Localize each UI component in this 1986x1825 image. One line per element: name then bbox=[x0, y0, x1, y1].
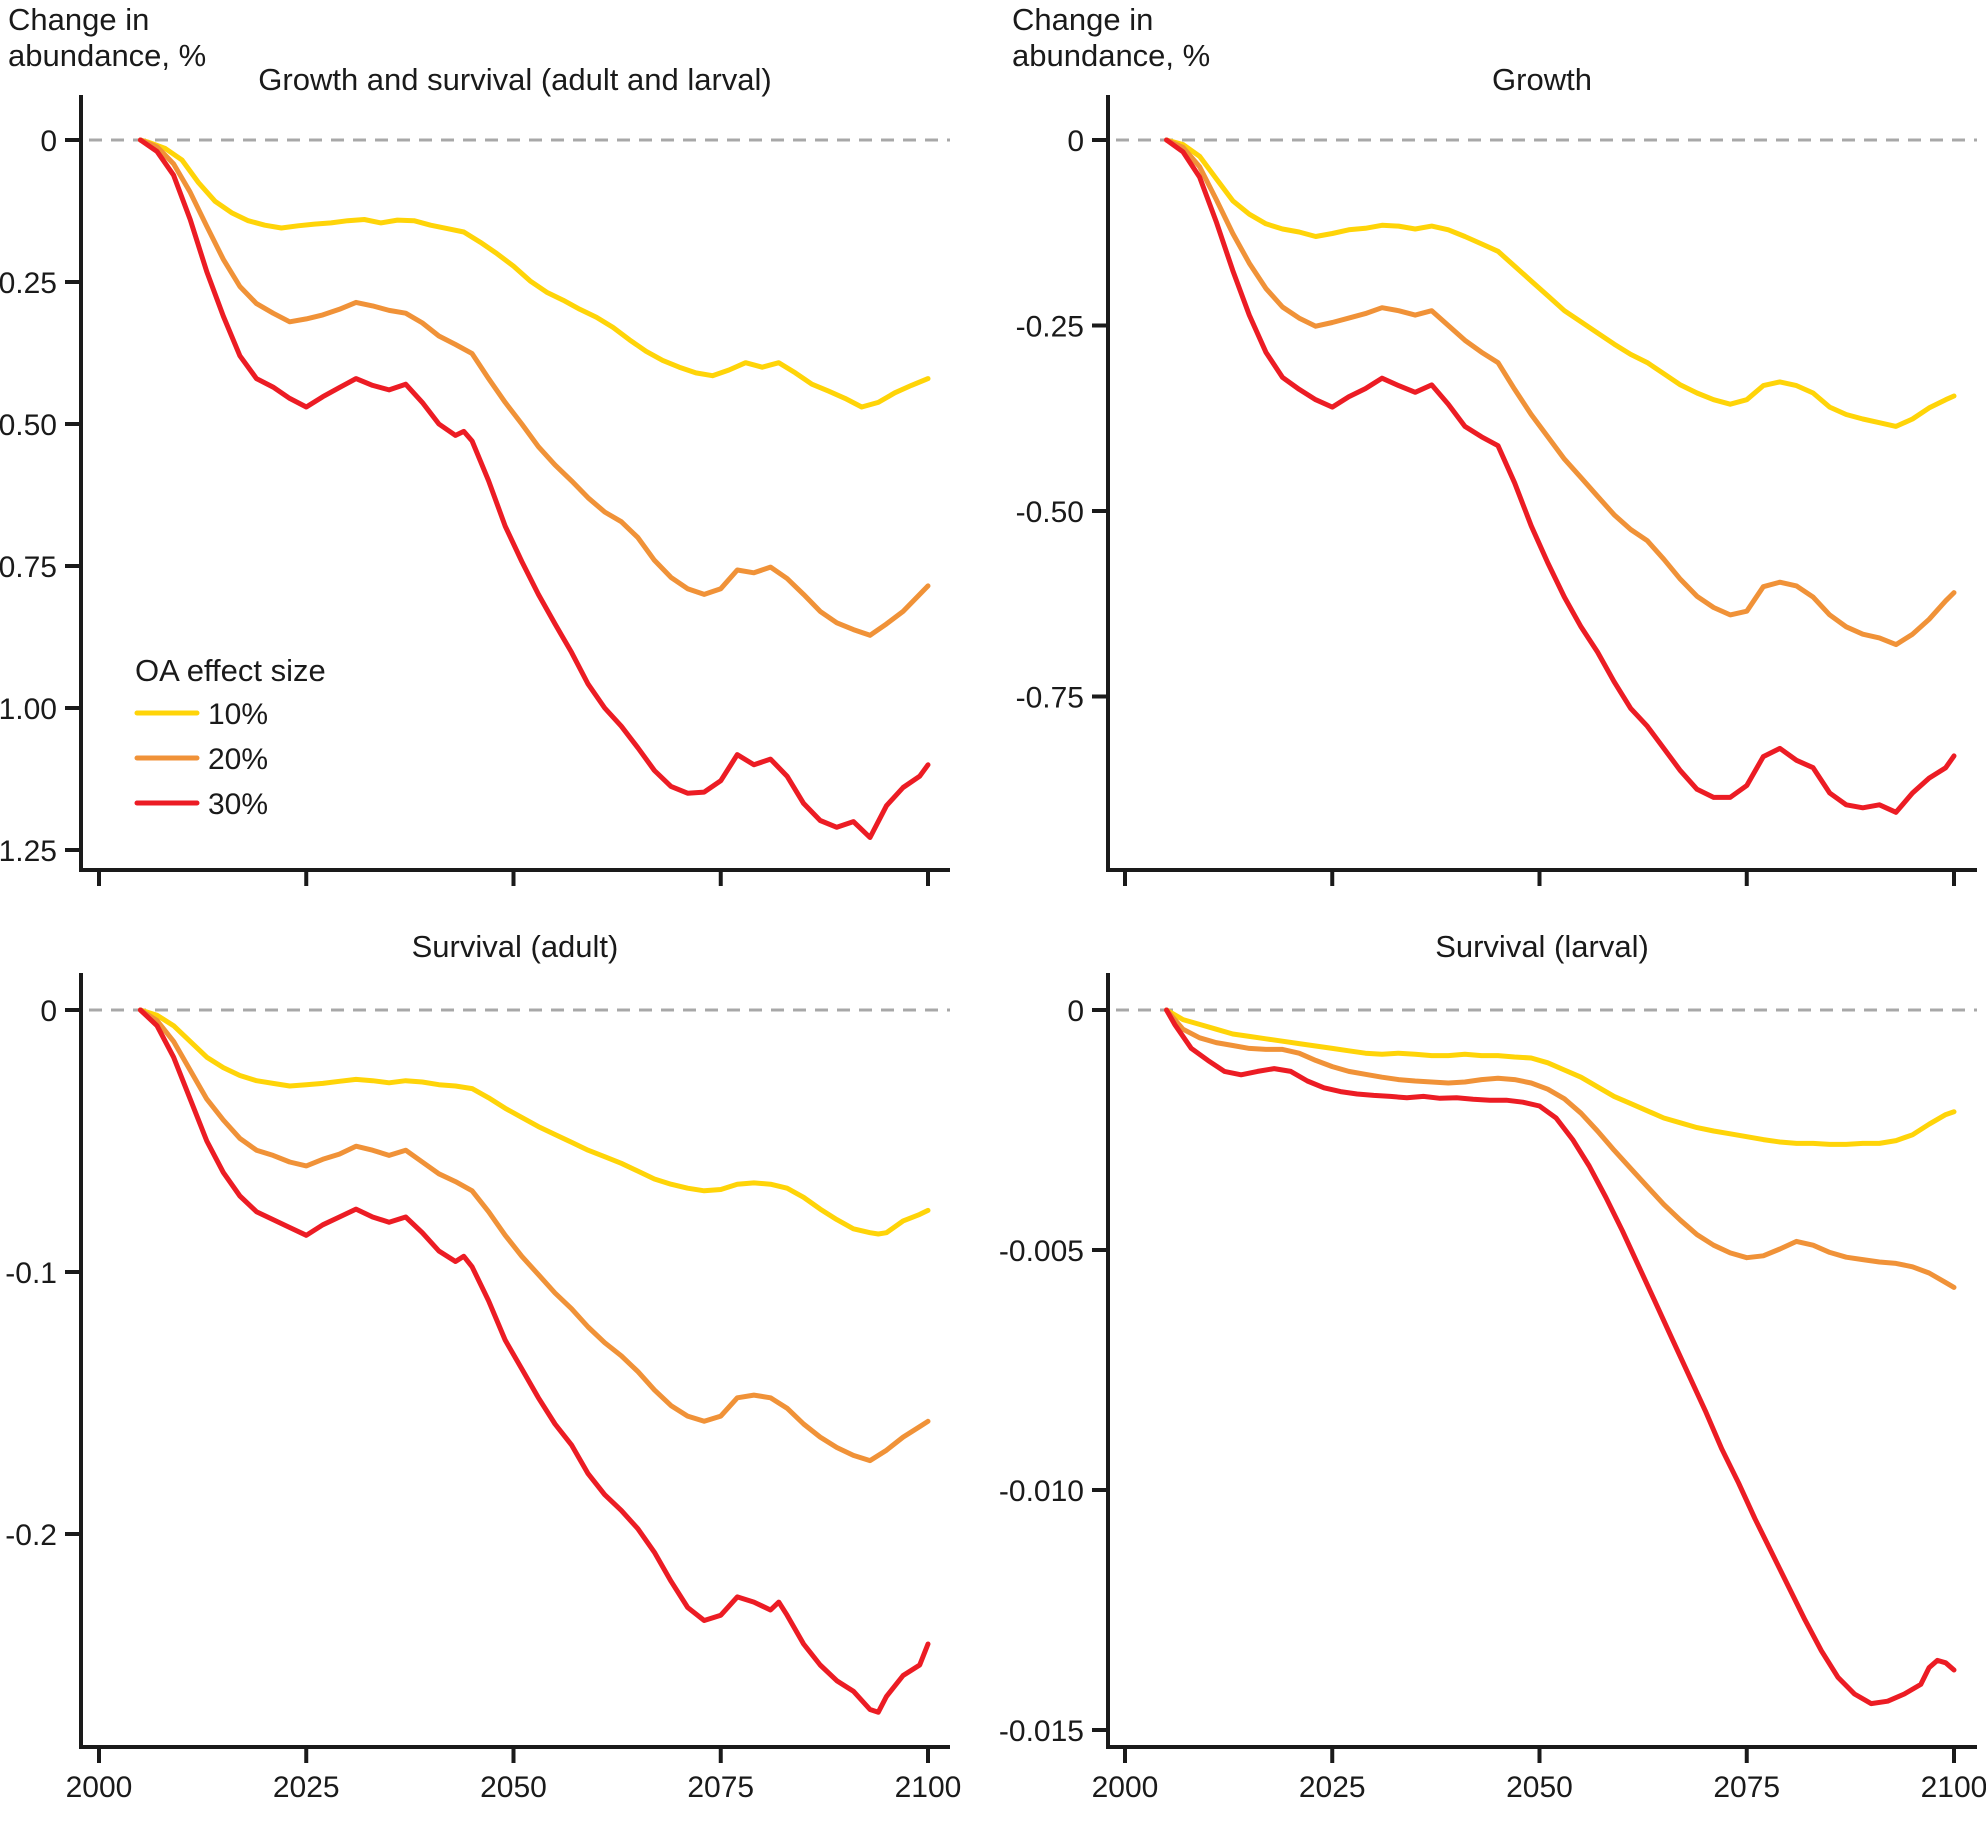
panel-title-growth-survival: Growth and survival (adult and larval) bbox=[258, 62, 771, 97]
y-tick-label: 0 bbox=[1067, 995, 1084, 1028]
y-tick-label: -0.010 bbox=[999, 1475, 1084, 1508]
series-line-10pct bbox=[137, 1007, 931, 1237]
panel-growth: 0 -0.25 -0.50 -0.75 bbox=[1016, 95, 1977, 886]
y-tick-label: -0.2 bbox=[5, 1519, 57, 1552]
panel-growth-and-survival: 0 -0.25 -0.50 -0.75 -1.00 -1.25 bbox=[0, 95, 950, 886]
x-tick-label: 2025 bbox=[273, 1771, 340, 1804]
y-axis-header-line2: abundance, % bbox=[8, 38, 206, 73]
series-line-10pct bbox=[1164, 1007, 1957, 1147]
series-line-10pct bbox=[137, 137, 931, 410]
y-tick-label: -0.005 bbox=[999, 1235, 1084, 1268]
series-line-20pct bbox=[137, 1007, 931, 1464]
series-line-30pct bbox=[137, 137, 931, 840]
panel-title-survival-larval: Survival (larval) bbox=[1435, 929, 1649, 964]
y-tick-label: 0 bbox=[40, 995, 57, 1028]
x-tick-label: 2050 bbox=[480, 1771, 547, 1804]
legend-title: OA effect size bbox=[135, 653, 326, 688]
x-tick-label: 2025 bbox=[1299, 1771, 1366, 1804]
series-line-30pct bbox=[1164, 1007, 1957, 1707]
series-line-20pct bbox=[1164, 137, 1957, 648]
y-tick-label: -0.75 bbox=[0, 551, 57, 584]
series-line-30pct bbox=[1164, 137, 1957, 815]
x-tick-label: 2100 bbox=[1921, 1771, 1986, 1804]
x-tick-label: 2000 bbox=[66, 1771, 133, 1804]
series-line-20pct bbox=[137, 137, 931, 638]
y-axis-header-line1: Change in bbox=[1012, 2, 1153, 37]
legend: OA effect size 10% 20% 30% bbox=[134, 653, 326, 821]
panel-title-survival-adult: Survival (adult) bbox=[412, 929, 619, 964]
x-tick-label: 2075 bbox=[1713, 1771, 1780, 1804]
y-tick-label: 0 bbox=[40, 125, 57, 158]
series-line-10pct bbox=[1164, 137, 1957, 429]
x-tick-label: 2050 bbox=[1506, 1771, 1573, 1804]
panel-survival-adult: 0 -0.1 -0.2 2000 2025 2050 2075 2100 bbox=[5, 973, 961, 1804]
panel-title-growth: Growth bbox=[1492, 62, 1592, 97]
series-line-30pct bbox=[137, 1007, 931, 1715]
y-tick-label: -0.015 bbox=[999, 1715, 1084, 1748]
y-tick-label: -1.00 bbox=[0, 693, 57, 726]
y-tick-label: -1.25 bbox=[0, 835, 57, 868]
legend-label-10pct: 10% bbox=[208, 698, 268, 731]
x-tick-label: 2075 bbox=[687, 1771, 754, 1804]
y-axis-header-line1: Change in bbox=[8, 2, 149, 37]
x-tick-label: 2100 bbox=[895, 1771, 962, 1804]
y-axis-header-line2: abundance, % bbox=[1012, 38, 1210, 73]
series-line-20pct bbox=[1164, 1007, 1957, 1290]
y-tick-label: -0.25 bbox=[0, 267, 57, 300]
y-tick-label: -0.50 bbox=[1016, 496, 1084, 529]
legend-label-30pct: 30% bbox=[208, 788, 268, 821]
y-tick-label: -0.1 bbox=[5, 1257, 57, 1290]
y-tick-label: -0.50 bbox=[0, 409, 57, 442]
legend-label-20pct: 20% bbox=[208, 743, 268, 776]
x-tick-label: 2000 bbox=[1092, 1771, 1159, 1804]
y-axis-header-right: Change in abundance, % bbox=[1012, 2, 1210, 73]
y-tick-label: -0.75 bbox=[1016, 682, 1084, 715]
y-tick-label: 0 bbox=[1067, 125, 1084, 158]
y-tick-label: -0.25 bbox=[1016, 311, 1084, 344]
y-axis-header-left: Change in abundance, % bbox=[8, 2, 206, 73]
